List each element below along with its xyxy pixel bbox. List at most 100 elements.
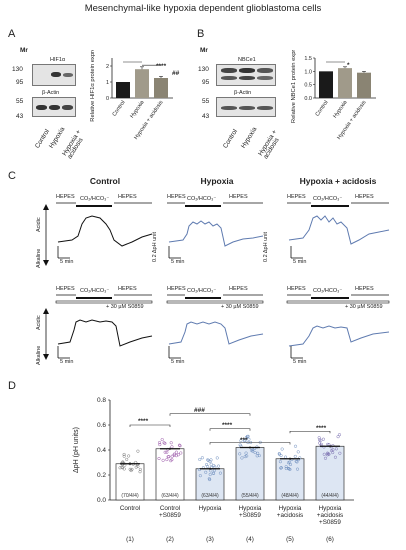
bar-3 (357, 72, 371, 98)
data-point (238, 443, 242, 447)
data-point (243, 438, 247, 442)
x-tick-label: +S0859 (159, 512, 181, 519)
trace-hypoxia-acidosis-s0859: HEPES CO₂/HCO₃⁻ HEPES + 30 µM S0859 5 mi… (285, 286, 395, 368)
data-point (158, 443, 162, 447)
panel-a-lane-hypoxia: Hypoxia (48, 126, 67, 150)
panel-b-lane-hypoxia: Hypoxia (240, 126, 259, 150)
data-point (293, 444, 298, 448)
y-tick-label: 0.0 (97, 497, 106, 504)
data-point (215, 456, 219, 460)
group-number: (3) (206, 536, 214, 543)
bar-1 (116, 82, 130, 98)
n-label: (63/4/4) (161, 493, 179, 499)
panel-a-blot-hif1a (32, 64, 76, 86)
data-point (163, 450, 167, 454)
panel-a-mr-label: Mr (20, 47, 28, 54)
x-tick-label: Control (112, 100, 127, 118)
data-point (198, 457, 202, 462)
panel-d-sig-c: **** (222, 422, 233, 429)
data-point (297, 457, 301, 461)
data-point (240, 456, 244, 460)
data-point (136, 449, 140, 453)
data-point (177, 443, 182, 447)
n-label: (70/4/4) (121, 493, 139, 499)
panel-d-sig-a: **** (138, 418, 149, 425)
data-point (286, 461, 291, 465)
y-axis-label: Relative HIF1α protein expression (90, 50, 96, 122)
y-tick-label: 0.8 (97, 397, 106, 404)
panel-b-marker-55: 55 (202, 98, 210, 105)
data-point (336, 435, 340, 439)
data-point (333, 455, 337, 459)
hepes-label-7: HEPES (56, 286, 75, 292)
data-point (294, 459, 298, 463)
trace-hypoxia-acidosis: HEPES CO₂/HCO₃⁻ HEPES 5 min (285, 194, 395, 284)
panel-b-label: B (197, 28, 205, 40)
data-point (161, 458, 165, 462)
y-tick-label: 0.5 (304, 83, 312, 89)
data-point (247, 437, 251, 441)
data-point (205, 463, 209, 467)
data-point (278, 460, 282, 464)
x-tick-label: +S0859 (239, 512, 261, 519)
panel-c-label: C (8, 170, 16, 182)
n-label: (63/4/4) (201, 493, 219, 499)
hepes-label-6: HEPES (355, 194, 374, 200)
panel-d-label: D (8, 380, 16, 392)
hepes-label-11: HEPES (287, 286, 306, 292)
x-tick-label: Control (315, 100, 330, 118)
data-point (209, 462, 213, 466)
x-tick-label: +S0859 (319, 519, 341, 526)
data-point (170, 445, 174, 449)
data-point (331, 448, 335, 452)
scale-x-label-6: 5 min (293, 359, 307, 365)
panel-a-marker-130: 130 (12, 66, 23, 73)
panel-d-sig-d: *** (240, 437, 248, 444)
sig-bracket (289, 430, 331, 434)
n-label: (48/4/4) (281, 493, 299, 499)
data-point (200, 456, 204, 460)
alkaline-label-2: Alkaline (36, 345, 42, 365)
bar-3 (154, 78, 168, 98)
data-point (208, 478, 212, 482)
data-point (334, 447, 338, 451)
data-point (253, 451, 257, 455)
scale-x-label-4: 5 min (60, 359, 74, 365)
hepes-label-5: HEPES (287, 194, 306, 200)
data-point (197, 468, 202, 472)
hepes-label-9: HEPES (167, 286, 186, 292)
trace-hypoxia: HEPES CO₂/HCO₃⁻ HEPES 5 min (163, 194, 273, 284)
sig-bracket (169, 413, 251, 416)
co2-label-5: CO₂/HCO₃⁻ (187, 288, 217, 294)
data-point (160, 438, 164, 442)
data-point (319, 438, 323, 442)
panel-b-marker-130: 130 (198, 66, 209, 73)
data-point (244, 451, 248, 455)
x-tick-label: Hypoxia (332, 99, 349, 119)
co2-label-2: CO₂/HCO₃⁻ (187, 196, 217, 202)
data-point (165, 458, 169, 462)
panel-b-blot-top-label: NBCe1 (238, 57, 256, 63)
scale-y-label-2: 0.2 ΔpH unit (263, 232, 269, 262)
x-tick-label: Hypoxia (239, 505, 262, 512)
data-point (280, 447, 284, 451)
data-point (208, 460, 212, 464)
y-tick-label: 1.5 (304, 56, 312, 62)
x-tick-label: Control (160, 505, 180, 512)
group-number: (1) (126, 536, 134, 543)
data-point (279, 466, 283, 470)
data-point (239, 439, 243, 443)
data-point (245, 454, 249, 458)
data-point (325, 453, 329, 457)
data-point (243, 455, 247, 459)
data-point (125, 457, 129, 461)
hepes-label-8: HEPES (118, 286, 137, 292)
trace-control: HEPES CO₂/HCO₃⁻ HEPES 5 min (52, 194, 162, 284)
data-point (322, 452, 326, 456)
y-tick-label: 0.2 (97, 472, 106, 479)
panel-d-chart: 0.0 0.2 0.4 0.6 0.8 ΔpH (pH units) (70/4/4) Con… (73, 397, 354, 543)
x-tick-label: +acidosis (277, 512, 303, 519)
data-point (118, 466, 122, 470)
hepes-label-10: HEPES (229, 286, 248, 292)
data-point (170, 454, 174, 458)
